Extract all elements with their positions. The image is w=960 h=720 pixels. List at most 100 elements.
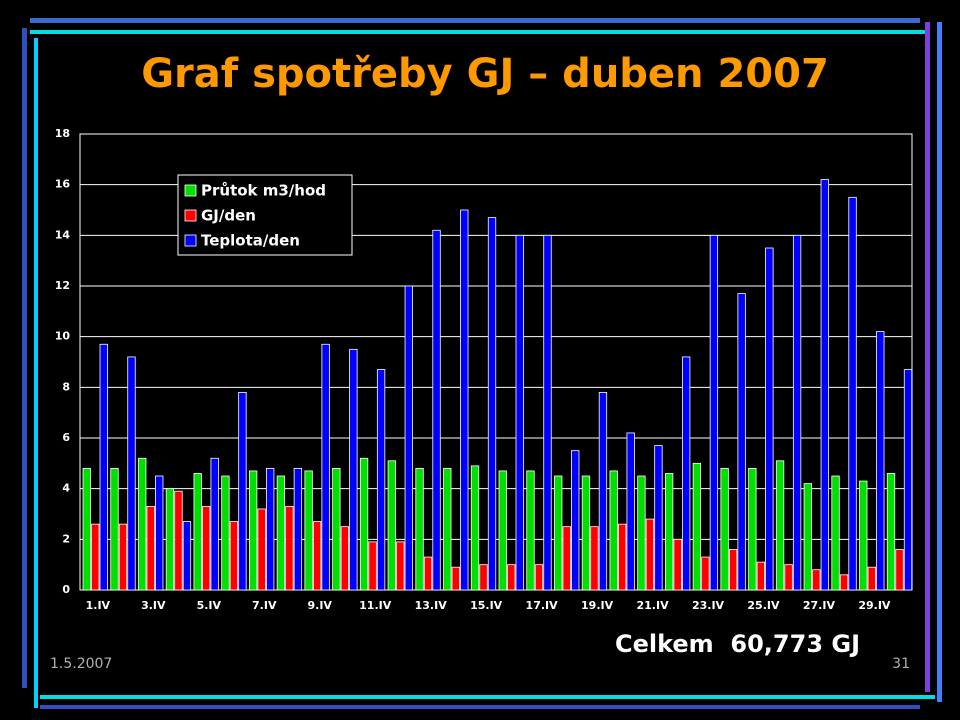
bar — [99, 343, 108, 591]
bar — [423, 556, 433, 591]
title: Graf spotřeby GJ – duben 2007 — [141, 51, 829, 97]
bar — [701, 556, 710, 591]
date: 1.5.2007 — [50, 656, 112, 672]
bar — [91, 523, 100, 591]
legend-box — [177, 174, 353, 256]
bar — [404, 285, 413, 591]
bar — [682, 356, 691, 591]
x-tick-label: 7.IV — [252, 599, 277, 612]
decor — [30, 30, 930, 34]
bar — [127, 356, 136, 591]
bar — [775, 460, 785, 591]
y-tick-label: 18 — [55, 127, 70, 140]
bar — [562, 526, 571, 591]
bar — [645, 518, 655, 591]
bar — [637, 475, 646, 591]
legend-label: GJ/den — [201, 207, 256, 225]
bar — [876, 331, 885, 591]
bar — [618, 523, 627, 591]
decor — [937, 22, 942, 702]
bar — [82, 467, 91, 591]
bar — [581, 475, 591, 591]
bar — [609, 470, 618, 591]
decor — [40, 705, 920, 709]
bar — [839, 574, 849, 591]
bar — [257, 508, 266, 591]
x-tick-label: 25.IV — [747, 599, 780, 612]
bar — [748, 467, 757, 591]
bar — [709, 234, 719, 591]
bar — [792, 234, 802, 591]
y-tick-label: 2 — [62, 532, 70, 545]
legend-label: Průtok m3/hod — [201, 182, 326, 200]
bar — [276, 475, 286, 591]
bar — [515, 234, 524, 591]
x-tick-label: 13.IV — [415, 599, 448, 612]
bar — [554, 475, 563, 591]
bar — [304, 470, 313, 591]
bar — [110, 467, 119, 591]
legend-swatch — [184, 234, 197, 247]
bar — [182, 521, 192, 591]
bar — [720, 467, 729, 591]
bar — [138, 457, 147, 591]
bar — [728, 549, 738, 591]
bar — [571, 450, 580, 591]
bar — [174, 490, 183, 591]
legend-swatch — [184, 184, 197, 197]
bar — [803, 483, 812, 591]
decor — [40, 695, 935, 699]
bar — [321, 343, 330, 591]
bar — [598, 391, 608, 591]
bar — [118, 523, 128, 591]
bar — [737, 293, 746, 591]
y-tick-label: 8 — [62, 380, 70, 393]
bar — [756, 561, 765, 591]
y-tick-label: 6 — [62, 431, 70, 444]
decor — [22, 28, 27, 688]
bar — [340, 526, 350, 591]
bar — [812, 569, 821, 591]
x-tick-label: 3.IV — [141, 599, 166, 612]
bar — [534, 564, 544, 591]
bar — [543, 234, 552, 591]
bar — [359, 457, 369, 591]
y-tick-label: 16 — [55, 178, 71, 191]
bar — [451, 566, 460, 591]
decor — [34, 38, 38, 708]
bar — [692, 462, 702, 591]
total: Celkem 60,773 GJ — [615, 630, 860, 658]
bar — [895, 549, 904, 591]
bar — [265, 467, 275, 591]
bar — [590, 526, 599, 591]
y-tick-label: 0 — [62, 583, 70, 596]
x-tick-label: 11.IV — [359, 599, 392, 612]
bar — [312, 521, 322, 591]
bar — [332, 467, 341, 591]
bar — [470, 465, 480, 591]
bar — [820, 179, 829, 591]
bar — [293, 467, 303, 591]
legend-swatch — [184, 209, 197, 222]
x-tick-label: 1.IV — [86, 599, 111, 612]
bar — [626, 432, 635, 591]
y-tick-label: 10 — [55, 330, 71, 343]
y-tick-label: 14 — [55, 228, 71, 241]
bar — [415, 467, 424, 591]
bar — [432, 229, 441, 591]
bar — [368, 541, 377, 591]
x-tick-label: 5.IV — [197, 599, 222, 612]
bar — [193, 473, 202, 591]
bar — [507, 564, 516, 591]
bar — [498, 470, 507, 591]
x-tick-label: 15.IV — [470, 599, 503, 612]
bar — [526, 470, 535, 591]
bar — [248, 470, 258, 591]
bar — [349, 348, 358, 591]
bar — [460, 209, 469, 591]
bar — [146, 505, 155, 591]
x-tick-label: 9.IV — [308, 599, 333, 612]
bar — [387, 460, 396, 591]
y-tick-label: 4 — [62, 482, 70, 495]
